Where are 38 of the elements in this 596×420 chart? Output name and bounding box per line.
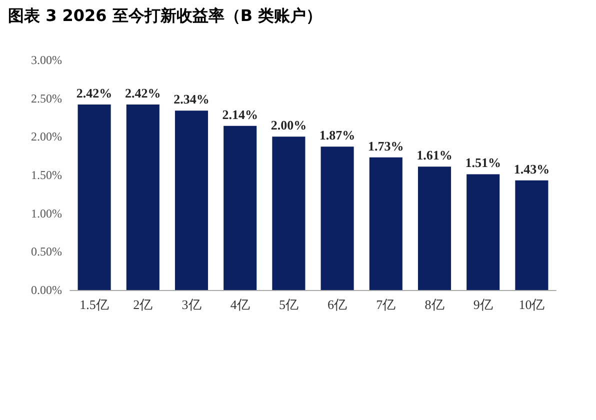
bar bbox=[272, 136, 306, 290]
y-tick-label: 2.00% bbox=[31, 130, 62, 144]
x-tick-label: 7亿 bbox=[376, 297, 396, 312]
data-label: 1.43% bbox=[514, 161, 550, 176]
x-tick-label: 4亿 bbox=[230, 297, 250, 312]
data-label: 2.14% bbox=[222, 106, 258, 122]
y-tick-label: 1.00% bbox=[31, 206, 62, 220]
x-tick-label: 8亿 bbox=[424, 297, 444, 312]
bar bbox=[466, 174, 500, 290]
y-tick-label: 0.50% bbox=[31, 244, 62, 259]
data-label: 2.42% bbox=[76, 85, 112, 100]
y-tick-label: 1.50% bbox=[31, 168, 62, 182]
x-tick-label: 2亿 bbox=[133, 297, 153, 312]
x-tick-label: 3亿 bbox=[182, 297, 202, 312]
y-tick-label: 0.00% bbox=[31, 283, 62, 297]
bar bbox=[224, 126, 257, 290]
data-label: 2.42% bbox=[125, 85, 161, 100]
y-tick-label: 3.00% bbox=[31, 53, 62, 67]
data-label: 1.51% bbox=[465, 155, 501, 170]
chart-title: 图表 3 2026 至今打新收益率（B 类账户） bbox=[8, 6, 322, 27]
bar bbox=[515, 180, 548, 290]
x-tick-label: 1.5亿 bbox=[80, 297, 109, 312]
x-tick-label: 9亿 bbox=[473, 297, 493, 312]
data-label: 1.61% bbox=[416, 148, 452, 163]
bar bbox=[320, 146, 354, 290]
bar bbox=[174, 110, 208, 290]
data-label: 1.87% bbox=[319, 128, 356, 143]
bar bbox=[78, 104, 111, 290]
y-tick-label: 2.50% bbox=[31, 91, 62, 106]
data-label: 1.73% bbox=[368, 138, 404, 154]
bar bbox=[418, 166, 452, 290]
bar bbox=[126, 104, 160, 290]
x-tick-label: 6亿 bbox=[328, 297, 348, 312]
data-label: 2.00% bbox=[270, 118, 307, 133]
bar bbox=[369, 157, 402, 290]
x-tick-label: 10亿 bbox=[518, 297, 545, 312]
data-label: 2.34% bbox=[174, 92, 210, 107]
x-tick-label: 5亿 bbox=[278, 297, 298, 312]
